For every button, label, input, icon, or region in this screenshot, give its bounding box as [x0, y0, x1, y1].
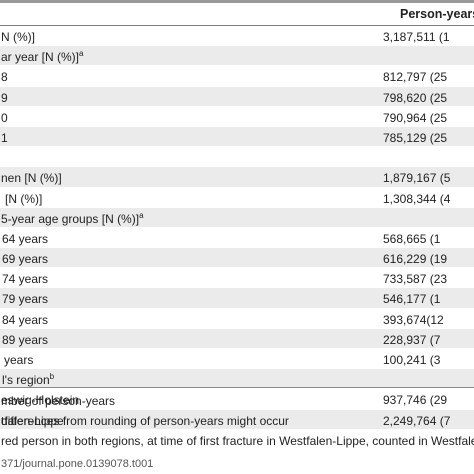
footnote: red person in both regions, at time of f…	[1, 434, 474, 448]
table-row: 79 years 546,177 (1	[0, 288, 474, 309]
table-row: 69 years 616,229 (19	[0, 248, 474, 269]
row-label: ar year [N (%)]	[1, 50, 80, 65]
table-row: 5-year age groups [N (%)]a	[0, 207, 474, 228]
row-label: years	[4, 353, 34, 367]
row-footnote-marker: a	[139, 210, 144, 220]
table-row: 74 years 733,587 (23	[0, 268, 474, 289]
row-value: 790,964 (25	[383, 110, 448, 125]
row-label: 69 years	[2, 252, 49, 267]
row-footnote-marker: b	[49, 372, 55, 382]
row-label: 89 years	[2, 332, 49, 347]
row-value: 1,308,344 (4	[383, 191, 451, 206]
top-rule	[0, 0, 474, 3]
table-row: ar year [N (%)]a	[0, 46, 474, 67]
row-label: 0	[1, 110, 8, 125]
footnote: differences from rounding of person-year…	[1, 414, 289, 428]
row-value: 568,665 (1	[383, 231, 441, 246]
table-row: tfalen-Lippe 2,249,764 (7	[0, 409, 474, 430]
table-body: N (%)] 3,187,511 (1 ar year [N (%)]a 8 812,7…	[0, 26, 474, 430]
row-label: 84 years	[2, 312, 49, 327]
table-row: N (%)] 3,187,511 (1	[0, 26, 474, 47]
row-value: 3,187,511 (1	[383, 30, 450, 44]
row-label: 79 years	[2, 292, 49, 307]
table-row: 1 785,129 (25	[0, 126, 474, 148]
row-label: 5-year age groups [N (%)]	[1, 211, 140, 226]
row-label-group: 5-year age groups [N (%)]a	[1, 210, 144, 226]
table-row: 9 798,620 (25	[0, 86, 474, 107]
footnotes: mber of person-years differences from ro…	[0, 391, 474, 451]
row-value: 937,746 (29	[383, 393, 448, 408]
table-row	[0, 147, 474, 168]
row-label: 64 years	[2, 231, 49, 246]
row-value: 798,620 (25	[383, 90, 448, 105]
table-row: 64 years 568,665 (1	[0, 228, 474, 249]
row-label: 74 years	[2, 272, 49, 287]
row-footnote-marker: a	[79, 49, 84, 59]
row-value: 785,129 (25	[383, 130, 448, 145]
row-label: eswig-Holstein	[1, 393, 80, 408]
row-value: 1,879,167 (5	[383, 171, 451, 186]
row-label: 1	[1, 130, 8, 145]
row-value: 2,249,764 (7	[383, 413, 451, 428]
row-value: 616,229 (19	[383, 252, 448, 267]
row-value: 812,797 (25	[383, 70, 448, 85]
row-label-group: ar year [N (%)]a	[1, 49, 84, 65]
table-row: eswig-Holstein 937,746 (29	[0, 389, 474, 410]
row-label: [N (%)]	[5, 191, 43, 206]
row-value: 733,587 (23	[383, 272, 448, 287]
table-row: [N (%)] 1,308,344 (4	[0, 188, 474, 208]
doi-text: 371/journal.pone.0139078.t001	[1, 458, 154, 470]
row-label: l's region	[2, 373, 50, 388]
row-label: tfalen-Lippe	[1, 413, 64, 428]
table-row: 89 years 228,937 (7	[0, 328, 474, 349]
header-rule	[0, 25, 474, 26]
row-label: nen [N (%)]	[1, 171, 62, 186]
table-row: 8 812,797 (25	[0, 66, 474, 87]
row-value: 100,241 (3	[383, 353, 441, 367]
table-row: l's regionb	[0, 369, 474, 390]
row-label: N (%)]	[1, 30, 35, 44]
bottom-rule	[0, 387, 474, 388]
footnote: mber of person-years	[1, 394, 116, 408]
table-row: years 100,241 (3	[0, 349, 474, 370]
table-row: 0 790,964 (25	[0, 107, 474, 127]
table-header: Person-years	[0, 3, 474, 24]
row-value: 228,937 (7	[383, 332, 441, 347]
row-label: 9	[1, 90, 8, 105]
table-row: nen [N (%)] 1,879,167 (5	[0, 167, 474, 188]
table-row: 84 years 393,674(12	[0, 309, 474, 329]
row-value: 393,674(12	[383, 312, 444, 327]
row-label-group: l's regionb	[2, 372, 55, 388]
column-header-person-years: Person-years	[400, 7, 474, 21]
row-value: 546,177 (1	[383, 292, 441, 307]
row-label: 8	[1, 70, 8, 85]
